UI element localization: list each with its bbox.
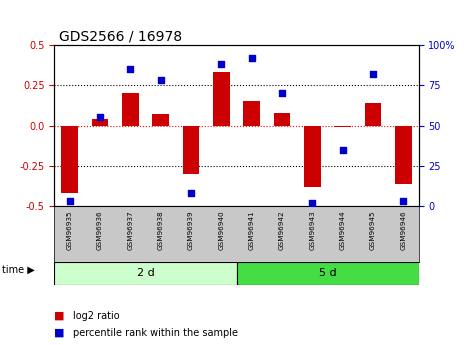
- Point: [96, 115, 104, 120]
- Bar: [365, 103, 381, 126]
- Point: [339, 147, 347, 152]
- Bar: [395, 126, 412, 184]
- Bar: [274, 112, 290, 126]
- Bar: [122, 93, 139, 126]
- Bar: [213, 72, 230, 126]
- Text: GSM96937: GSM96937: [127, 211, 133, 250]
- Point: [218, 61, 225, 67]
- Text: 5 d: 5 d: [319, 268, 336, 278]
- Point: [308, 200, 316, 206]
- Text: GSM96945: GSM96945: [370, 211, 376, 250]
- Text: log2 ratio: log2 ratio: [73, 311, 120, 321]
- Text: GSM96943: GSM96943: [309, 211, 315, 250]
- Point: [369, 71, 377, 77]
- Text: time ▶: time ▶: [2, 265, 35, 275]
- Text: GSM96938: GSM96938: [158, 211, 164, 250]
- Bar: [304, 126, 321, 187]
- Bar: [334, 126, 351, 127]
- Text: GSM96942: GSM96942: [279, 211, 285, 250]
- Bar: [243, 101, 260, 126]
- Point: [278, 90, 286, 96]
- Text: percentile rank within the sample: percentile rank within the sample: [73, 328, 238, 338]
- Text: ■: ■: [54, 311, 65, 321]
- Point: [157, 78, 165, 83]
- Bar: [183, 126, 199, 174]
- Point: [187, 190, 195, 196]
- Bar: [236, 262, 419, 285]
- Point: [400, 199, 407, 204]
- Text: GSM96935: GSM96935: [67, 211, 72, 250]
- Bar: [61, 126, 78, 193]
- Point: [248, 55, 255, 60]
- Point: [66, 199, 73, 204]
- Text: GSM96941: GSM96941: [249, 211, 254, 250]
- Text: GSM96946: GSM96946: [401, 211, 406, 250]
- Point: [126, 66, 134, 72]
- Bar: [54, 262, 237, 285]
- Bar: [92, 119, 108, 126]
- Text: ■: ■: [54, 328, 65, 338]
- Text: 2 d: 2 d: [137, 268, 154, 278]
- Text: GSM96944: GSM96944: [340, 211, 346, 250]
- Text: GSM96939: GSM96939: [188, 211, 194, 250]
- Text: GDS2566 / 16978: GDS2566 / 16978: [59, 29, 182, 43]
- Text: GSM96940: GSM96940: [219, 211, 224, 250]
- Bar: [152, 114, 169, 126]
- Text: GSM96936: GSM96936: [97, 211, 103, 250]
